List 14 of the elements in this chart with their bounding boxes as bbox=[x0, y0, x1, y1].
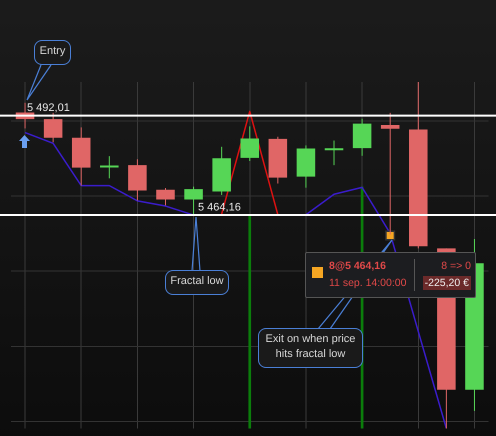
annotation: Exit on when price hits fractal low bbox=[258, 328, 363, 368]
annotation: 5 492,01 bbox=[27, 102, 70, 114]
candlestick bbox=[100, 156, 119, 179]
text: Entry bbox=[34, 40, 71, 65]
annotation: -225,20 € bbox=[422, 276, 471, 290]
candlestick bbox=[184, 186, 203, 216]
candlestick bbox=[156, 188, 175, 206]
candlestick bbox=[44, 112, 62, 143]
annotation: 11 sep. 14:00:00 bbox=[329, 277, 406, 289]
annotation: 8@5 464,16 bbox=[329, 260, 386, 272]
candlestick bbox=[324, 140, 344, 166]
annotation: 8 => 0 bbox=[441, 260, 471, 272]
annotation: Fractal low bbox=[165, 270, 229, 295]
candlestick bbox=[240, 126, 260, 162]
